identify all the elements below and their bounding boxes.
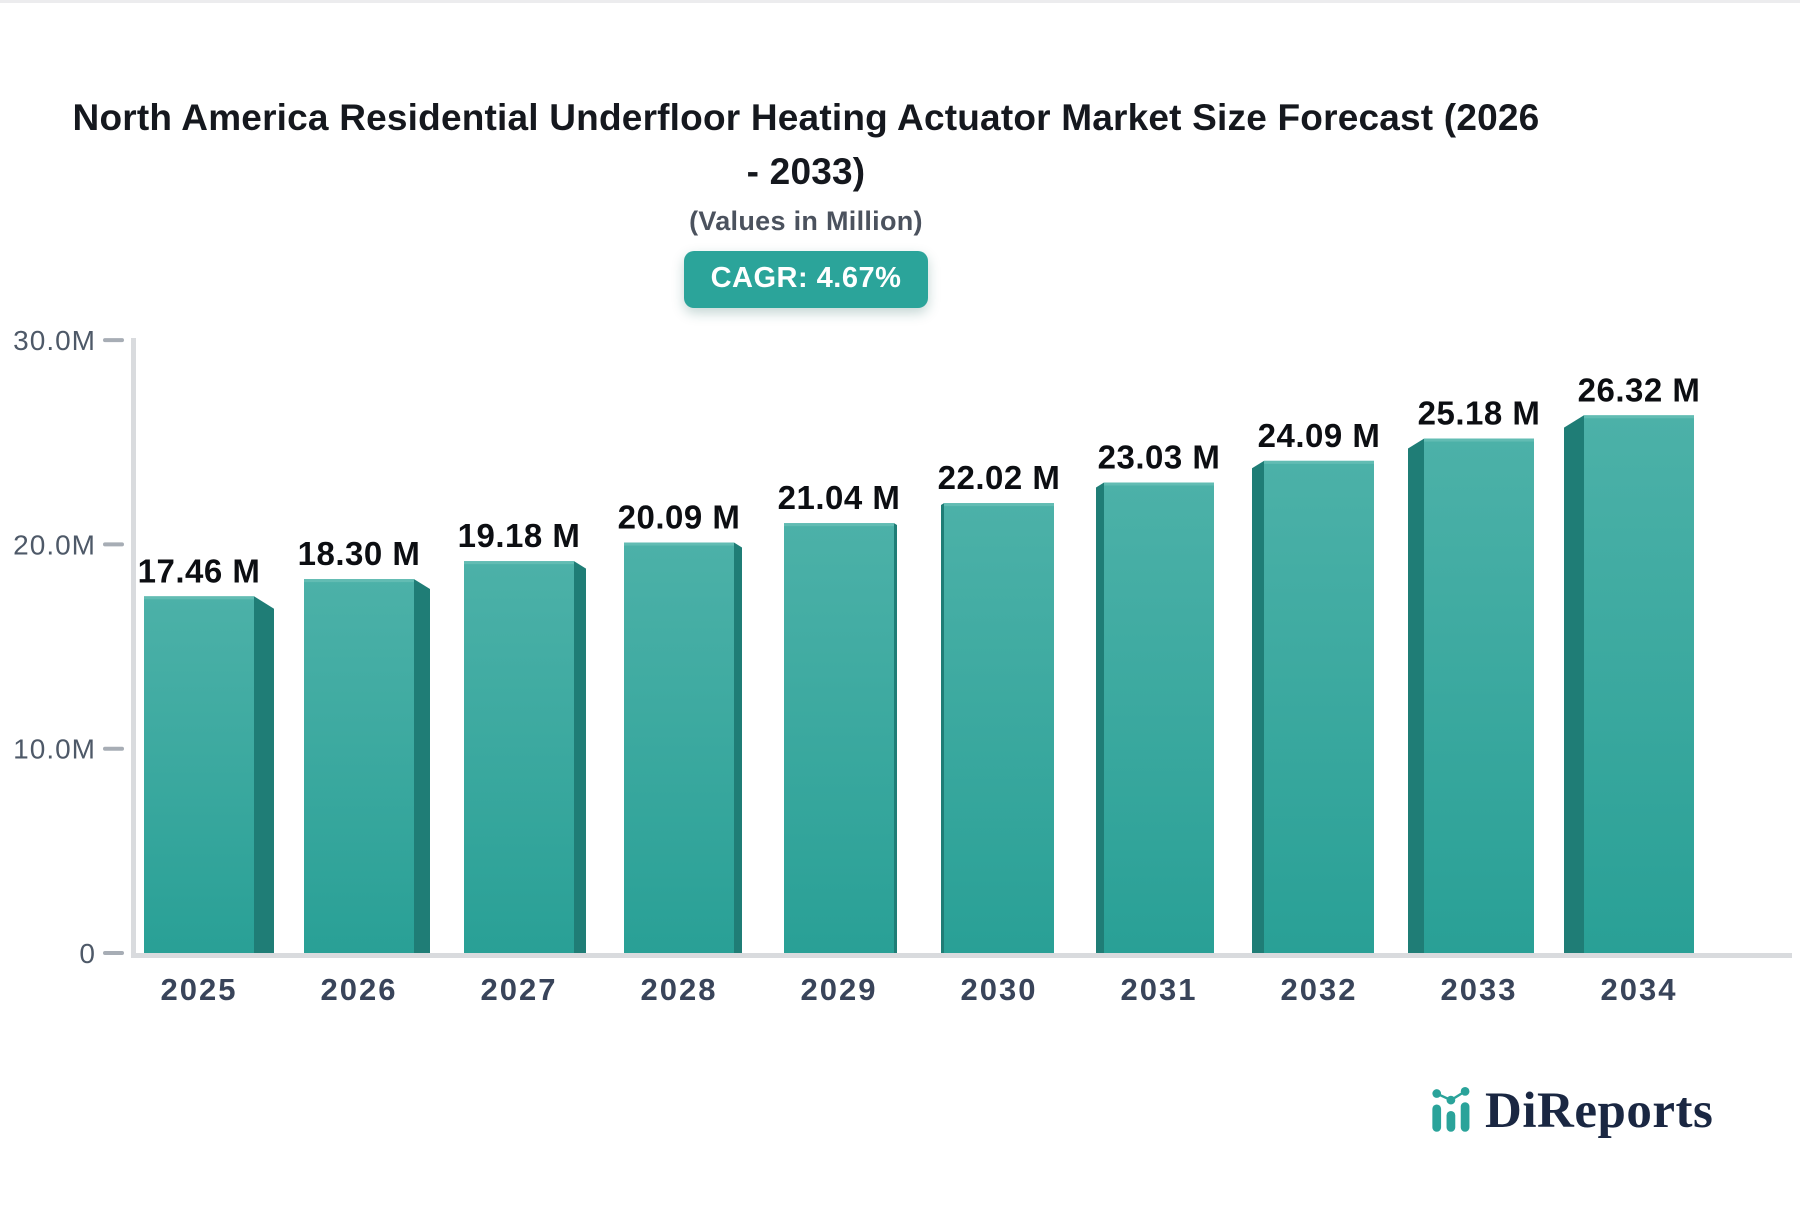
bar-side-face xyxy=(414,579,430,953)
bar-front-face xyxy=(944,503,1054,953)
x-tick-label: 2034 xyxy=(1601,972,1678,1007)
chart-header: North America Residential Underfloor Hea… xyxy=(0,91,1612,309)
bar-side-face xyxy=(574,561,586,953)
x-tick-label: 2025 xyxy=(161,972,238,1007)
bar-value-label: 22.02 M xyxy=(938,459,1061,496)
bar-front-face xyxy=(464,561,574,953)
bar-group: 19.18 M 2027 xyxy=(458,517,586,1007)
x-tick-label: 2026 xyxy=(321,972,398,1007)
bar-top-edge xyxy=(1584,415,1694,419)
bar-chart-logo-icon xyxy=(1432,1087,1470,1132)
cagr-badge: CAGR: 4.67% xyxy=(683,251,929,309)
bar-value-label: 25.18 M xyxy=(1418,395,1541,432)
y-tick-mark xyxy=(103,542,124,547)
bar-side-face xyxy=(1564,415,1584,953)
bar-group: 26.32 M 2034 xyxy=(1564,371,1700,1007)
bar-top-edge xyxy=(944,503,1054,507)
bar-top-edge xyxy=(624,542,734,546)
bar-chart-canvas: 30.0M 20.0M 10.0M 0 17.46 M 2025 18.30 M 2026 19… xyxy=(13,325,1792,1007)
chart-subtitle: (Values in Million) xyxy=(689,206,923,237)
bar-group: 22.02 M 2030 xyxy=(938,459,1061,1007)
x-axis-line xyxy=(131,953,1792,958)
bar-group: 25.18 M 2033 xyxy=(1408,395,1540,1007)
bar-top-edge xyxy=(1264,460,1374,464)
bar-value-label: 24.09 M xyxy=(1258,417,1381,454)
bar-front-face xyxy=(304,579,414,953)
bar-group: 20.09 M 2028 xyxy=(618,499,742,1007)
y-axis-line xyxy=(131,338,136,958)
bar-value-label: 18.30 M xyxy=(298,535,421,572)
bar-side-face xyxy=(1096,482,1104,953)
bar-top-edge xyxy=(304,579,414,583)
bar-value-label: 23.03 M xyxy=(1098,438,1221,475)
bar-value-label: 26.32 M xyxy=(1578,371,1701,408)
chart-title: North America Residential Underfloor Hea… xyxy=(0,91,1612,198)
bar-front-face xyxy=(1264,460,1374,953)
bar-front-face xyxy=(1584,415,1694,953)
bar-side-face xyxy=(1252,460,1264,953)
y-tick-label: 0 xyxy=(79,938,96,969)
bar-front-face xyxy=(784,523,894,953)
bar-side-face xyxy=(254,596,274,953)
y-tick-label: 20.0M xyxy=(13,529,96,560)
x-tick-label: 2029 xyxy=(801,972,878,1007)
bar-front-face xyxy=(1104,482,1214,953)
bar-front-face xyxy=(624,542,734,953)
bar-group: 24.09 M 2032 xyxy=(1252,417,1380,1007)
bar-front-face xyxy=(144,596,254,953)
bar-group: 18.30 M 2026 xyxy=(298,535,430,1007)
bar-value-label: 19.18 M xyxy=(458,517,581,554)
y-tick-mark xyxy=(103,951,124,955)
x-tick-label: 2032 xyxy=(1281,972,1358,1007)
x-tick-label: 2033 xyxy=(1441,972,1518,1007)
bar-top-edge xyxy=(144,596,254,600)
bar-top-edge xyxy=(1104,482,1214,486)
brand-logo-text: DiReports xyxy=(1485,1083,1714,1139)
bar-side-face xyxy=(1408,438,1424,953)
bar-top-edge xyxy=(464,561,574,565)
bar-group: 23.03 M 2031 xyxy=(1096,438,1220,1007)
bar-group: 21.04 M 2029 xyxy=(778,479,901,1007)
x-tick-label: 2030 xyxy=(961,972,1038,1007)
bar-front-face xyxy=(1424,438,1534,953)
x-tick-label: 2031 xyxy=(1121,972,1198,1007)
x-tick-label: 2027 xyxy=(481,972,558,1007)
bar-group: 17.46 M 2025 xyxy=(138,552,274,1007)
bar-value-label: 21.04 M xyxy=(778,479,901,516)
bar-top-edge xyxy=(784,523,894,527)
brand-logo: DiReports xyxy=(1428,1085,1713,1137)
bar-side-face xyxy=(894,523,897,953)
bar-side-face xyxy=(941,503,944,953)
bar-side-face xyxy=(734,542,742,953)
y-tick-label: 10.0M xyxy=(13,734,96,765)
chart-title-line2: - 2033) xyxy=(746,150,866,192)
bar-value-label: 20.09 M xyxy=(618,499,741,536)
x-tick-label: 2028 xyxy=(641,972,718,1007)
y-tick-label: 30.0M xyxy=(13,325,96,356)
y-tick-mark xyxy=(103,338,124,343)
bar-top-edge xyxy=(1424,438,1534,442)
chart-title-line1: North America Residential Underfloor Hea… xyxy=(72,97,1540,138)
bar-value-label: 17.46 M xyxy=(138,552,261,589)
y-tick-mark xyxy=(103,746,124,751)
